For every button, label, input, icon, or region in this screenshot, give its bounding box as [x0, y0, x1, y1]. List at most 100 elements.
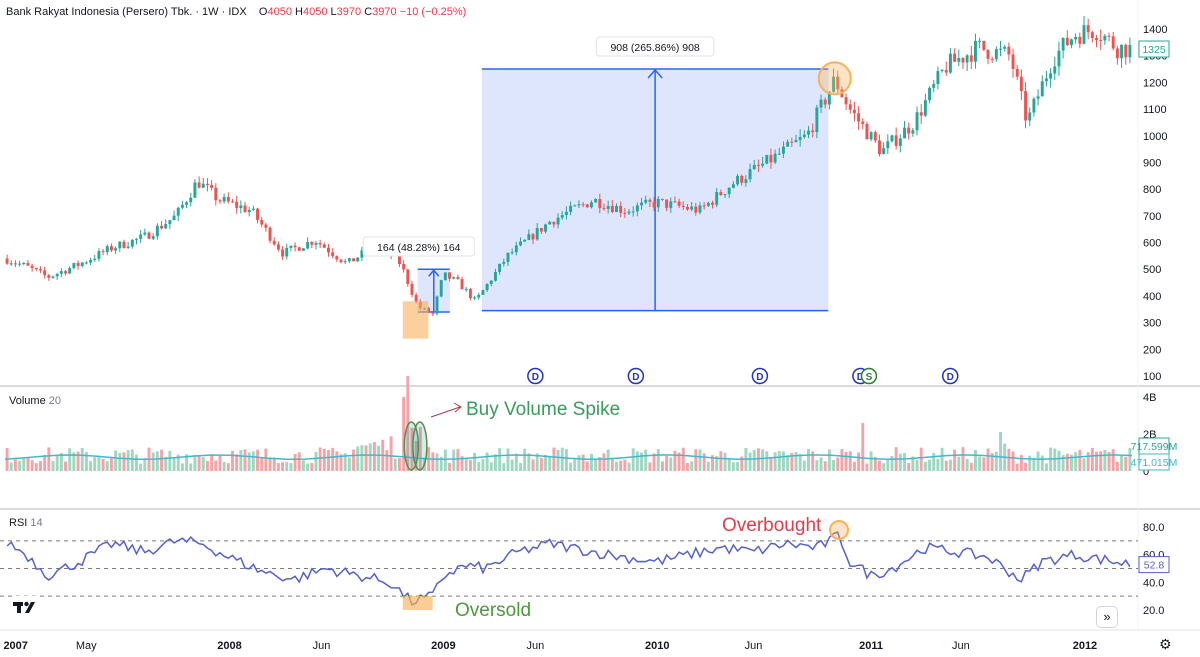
candle-body [97, 251, 101, 259]
volume-bar [1086, 452, 1090, 471]
volume-bar [932, 452, 936, 471]
volume-bar [68, 448, 72, 471]
rsi-line [6, 531, 1131, 606]
volume-bar [47, 447, 51, 471]
volume-bar [852, 461, 856, 471]
volume-bar [961, 447, 965, 471]
volume-panel-title[interactable]: Volume 20 [9, 395, 61, 407]
dividend-marker-text: D [756, 372, 763, 383]
volume-bar [740, 456, 744, 471]
volume-bar [130, 449, 134, 471]
volume-bar [226, 463, 230, 471]
candle-body [435, 296, 439, 314]
volume-bar [335, 451, 339, 471]
dividend-marker-circle [751, 367, 769, 385]
candle-body [260, 219, 264, 225]
volume-bar [164, 456, 168, 471]
candle-body [953, 53, 957, 62]
candle-body [1128, 44, 1132, 58]
candle-body [994, 49, 998, 60]
candle-body [669, 201, 673, 208]
volume-bar [548, 456, 552, 471]
candle-body [1024, 91, 1028, 121]
volume-bar [723, 452, 727, 471]
candle-body [748, 169, 752, 180]
volume-bar [218, 454, 222, 471]
candle-body [552, 221, 556, 225]
measure-small-label-box [362, 236, 475, 257]
candle-body [331, 252, 335, 257]
volume-bar [1124, 456, 1128, 471]
candle-body [698, 205, 702, 213]
candle-body [923, 100, 927, 116]
candle-body [731, 184, 735, 188]
volume-bar [1095, 451, 1098, 471]
volume-bar [97, 456, 101, 471]
rsi-oversold-highlight [402, 596, 433, 610]
volume-bar [101, 459, 105, 471]
candle-body [55, 273, 59, 277]
candle-body [569, 205, 573, 212]
volume-bar [794, 451, 798, 471]
volume-bar [660, 461, 664, 471]
candle-body [944, 69, 948, 73]
volume-bar [1024, 462, 1028, 471]
dividend-marker-circle [527, 367, 544, 385]
candle-body [915, 112, 919, 131]
volume-bar [903, 453, 906, 471]
volume-bar [544, 454, 548, 471]
volume-bar [911, 456, 915, 471]
candle-body [886, 141, 890, 149]
candle-body [218, 200, 222, 202]
candle-body [1011, 54, 1015, 70]
symbol-title[interactable]: Bank Rakyat Indonesia (Persero) Tbk. · 1… [6, 6, 247, 18]
scroll-to-realtime-button[interactable]: » [1096, 606, 1118, 628]
volume-bar [397, 458, 401, 471]
gear-icon[interactable]: ⚙ [1159, 636, 1172, 652]
candle-body [727, 187, 731, 195]
volume-bar [155, 451, 159, 471]
volume-bar [1057, 450, 1061, 471]
volume-bar [251, 451, 255, 471]
volume-bar [260, 457, 264, 471]
volume-bar [477, 462, 481, 471]
candle-body [427, 308, 431, 313]
volume-bar [1015, 463, 1019, 471]
candle-body [798, 137, 802, 141]
volume-bar [786, 455, 790, 471]
candle-body [548, 221, 552, 225]
candle-body [965, 55, 969, 63]
open-value: 4050 [267, 6, 292, 18]
annotations: 164 (48.28%) 164 908 (265.86%) 908 Buy Vol… [362, 36, 959, 621]
volume-bar [180, 463, 184, 471]
volume-bar [327, 449, 330, 471]
volume-bar [493, 454, 497, 471]
volume-bar [1128, 447, 1132, 471]
volume-spike-arrowhead [453, 402, 462, 413]
volume-tick-label: 4B [1143, 392, 1156, 404]
candle-body [1086, 25, 1090, 33]
volume-bar [389, 436, 393, 471]
candle-body [1049, 73, 1053, 79]
volume-bar [523, 448, 527, 471]
candle-body [285, 247, 289, 257]
volume-bar [297, 452, 301, 471]
last-price-tag-box [1138, 40, 1170, 58]
volume-bar [448, 462, 451, 471]
volume-bar [686, 462, 689, 471]
candle-body [51, 276, 55, 278]
volume-bar [64, 461, 67, 471]
rsi-value-tag-box [1138, 556, 1170, 574]
tradingview-logo[interactable] [10, 596, 40, 618]
price-high-circle [817, 61, 852, 96]
volume-bar [994, 451, 998, 471]
rsi-panel-title[interactable]: RSI 14 [9, 517, 43, 529]
volume-bar [318, 447, 322, 471]
volume-bar [51, 461, 55, 471]
measure-layer [417, 68, 829, 313]
candle-body [314, 243, 318, 245]
candle-body [769, 155, 773, 163]
volume-bar [569, 462, 573, 471]
volume-bar [769, 458, 773, 471]
